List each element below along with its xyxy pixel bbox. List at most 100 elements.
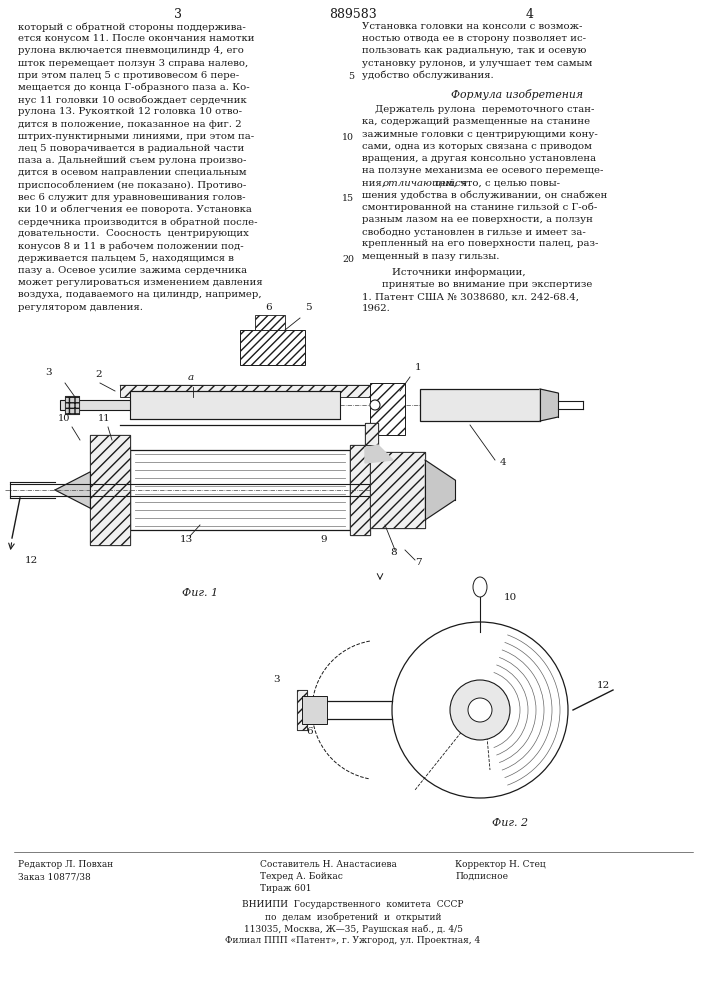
Text: мещается до конца Г-образного паза а. Ко-: мещается до конца Г-образного паза а. Ко… xyxy=(18,83,250,93)
Text: 889583: 889583 xyxy=(329,8,377,21)
Text: ка, содержащий размещенные на станине: ка, содержащий размещенные на станине xyxy=(362,117,590,126)
Text: приспособлением (не показано). Противо-: приспособлением (не показано). Противо- xyxy=(18,181,246,190)
Text: разным лазом на ее поверхности, а ползун: разным лазом на ее поверхности, а ползун xyxy=(362,215,593,224)
Text: 5: 5 xyxy=(348,72,354,81)
Text: ВНИИПИ  Государственного  комитета  СССР: ВНИИПИ Государственного комитета СССР xyxy=(243,900,464,909)
Text: 7: 7 xyxy=(415,558,421,567)
Text: шток перемещает ползун 3 справа налево,: шток перемещает ползун 3 справа налево, xyxy=(18,59,248,68)
Text: отличающийся: отличающийся xyxy=(382,178,467,187)
Circle shape xyxy=(450,680,510,740)
Text: Составитель Н. Анастасиева: Составитель Н. Анастасиева xyxy=(260,860,397,869)
Polygon shape xyxy=(55,472,90,508)
Text: Техред А. Бойкас: Техред А. Бойкас xyxy=(260,872,343,881)
Text: Тираж 601: Тираж 601 xyxy=(260,884,312,893)
Text: Формула изобретения: Формула изобретения xyxy=(451,89,583,100)
Text: 12: 12 xyxy=(597,680,609,690)
Text: 1962.: 1962. xyxy=(362,304,391,313)
Bar xyxy=(130,391,340,419)
Bar xyxy=(120,385,380,397)
Text: ки 10 и облегчения ее поворота. Установка: ки 10 и облегчения ее поворота. Установк… xyxy=(18,205,252,215)
Text: сердечника производится в обратной после-: сердечника производится в обратной после… xyxy=(18,217,257,227)
Text: 10: 10 xyxy=(503,592,517,601)
Polygon shape xyxy=(365,445,393,463)
Text: рулона включается пневмоцилиндр 4, его: рулона включается пневмоцилиндр 4, его xyxy=(18,46,244,55)
Text: 6: 6 xyxy=(265,303,271,312)
Text: 6: 6 xyxy=(307,728,313,736)
Text: который с обратной стороны поддержива-: который с обратной стороны поддержива- xyxy=(18,22,246,31)
Text: Филиал ППП «Патент», г. Ужгород, ул. Проектная, 4: Филиал ППП «Патент», г. Ужгород, ул. Про… xyxy=(226,936,481,945)
Bar xyxy=(60,400,130,410)
Bar xyxy=(370,383,405,435)
Text: Заказ 10877/38: Заказ 10877/38 xyxy=(18,872,90,881)
Text: 1: 1 xyxy=(415,363,421,372)
Bar xyxy=(65,396,79,414)
Text: тем, что, с целью повы-: тем, что, с целью повы- xyxy=(431,178,560,187)
Bar xyxy=(297,690,307,730)
Text: ния,: ния, xyxy=(362,178,388,187)
Text: при этом палец 5 с противовесом 6 пере-: при этом палец 5 с противовесом 6 пере- xyxy=(18,71,239,80)
Text: сами, одна из которых связана с приводом: сами, одна из которых связана с приводом xyxy=(362,142,592,151)
Bar xyxy=(297,690,307,730)
Text: удобство обслуживания.: удобство обслуживания. xyxy=(362,71,493,80)
Text: 11: 11 xyxy=(98,414,110,423)
Text: Источники информации,: Источники информации, xyxy=(392,268,525,277)
Bar xyxy=(370,452,425,528)
Bar xyxy=(420,389,540,421)
Text: конусов 8 и 11 в рабочем положении под-: конусов 8 и 11 в рабочем положении под- xyxy=(18,242,244,251)
Text: держивается пальцем 5, находящимся в: держивается пальцем 5, находящимся в xyxy=(18,254,234,263)
Text: воздуха, подаваемого на цилиндр, например,: воздуха, подаваемого на цилиндр, наприме… xyxy=(18,290,262,299)
Text: регулятором давления.: регулятором давления. xyxy=(18,303,143,312)
Circle shape xyxy=(468,698,492,722)
Text: Установка головки на консоли с возмож-: Установка головки на консоли с возмож- xyxy=(362,22,583,31)
Text: ностью отвода ее в сторону позволяет ис-: ностью отвода ее в сторону позволяет ис- xyxy=(362,34,586,43)
Bar xyxy=(90,435,130,545)
Text: на ползуне механизма ее осевого перемеще-: на ползуне механизма ее осевого перемеще… xyxy=(362,166,603,175)
Text: принятые во внимание при экспертизе: принятые во внимание при экспертизе xyxy=(382,280,592,289)
Text: смонтированной на станине гильзой с Г-об-: смонтированной на станине гильзой с Г-об… xyxy=(362,203,597,212)
Text: ется конусом 11. После окончания намотки: ется конусом 11. После окончания намотки xyxy=(18,34,255,43)
Text: Подписное: Подписное xyxy=(455,872,508,881)
Text: 8: 8 xyxy=(390,548,397,557)
Polygon shape xyxy=(425,460,455,520)
Text: зажимные головки с центрирующими кону-: зажимные головки с центрирующими кону- xyxy=(362,130,597,139)
Text: 4: 4 xyxy=(526,8,534,21)
Text: 3: 3 xyxy=(174,8,182,21)
Text: 113035, Москва, Ж—35, Раушская наб., д. 4/5: 113035, Москва, Ж—35, Раушская наб., д. … xyxy=(243,924,462,934)
Text: Редактор Л. Повхан: Редактор Л. Повхан xyxy=(18,860,113,869)
Bar xyxy=(90,435,130,545)
Text: вес 6 служит для уравновешивания голов-: вес 6 служит для уравновешивания голов- xyxy=(18,193,245,202)
Text: довательности.  Соосность  центрирующих: довательности. Соосность центрирующих xyxy=(18,229,249,238)
Text: 12: 12 xyxy=(25,556,38,565)
Text: 3: 3 xyxy=(45,368,52,377)
Text: Фиг. 2: Фиг. 2 xyxy=(492,818,528,828)
Bar xyxy=(370,452,425,528)
Text: лец 5 поворачивается в радиальной части: лец 5 поворачивается в радиальной части xyxy=(18,144,244,153)
Text: 15: 15 xyxy=(342,194,354,203)
Text: 3: 3 xyxy=(274,676,280,684)
Text: 20: 20 xyxy=(342,255,354,264)
Text: 2: 2 xyxy=(95,370,102,379)
Text: рулона 13. Рукояткой 12 головка 10 отво-: рулона 13. Рукояткой 12 головка 10 отво- xyxy=(18,107,242,116)
Text: пазу а. Осевое усилие зажима сердечника: пазу а. Осевое усилие зажима сердечника xyxy=(18,266,247,275)
Text: а: а xyxy=(188,373,194,382)
Bar xyxy=(255,315,285,330)
Bar xyxy=(365,423,378,445)
Bar xyxy=(365,423,378,445)
Text: штрих-пунктирными линиями, при этом па-: штрих-пунктирными линиями, при этом па- xyxy=(18,132,254,141)
Text: 10: 10 xyxy=(342,133,354,142)
Text: Фиг. 1: Фиг. 1 xyxy=(182,588,218,598)
Text: нус 11 головки 10 освобождает сердечник: нус 11 головки 10 освобождает сердечник xyxy=(18,95,247,105)
Bar xyxy=(302,696,327,724)
Text: мещенный в пазу гильзы.: мещенный в пазу гильзы. xyxy=(362,252,500,261)
Text: 10: 10 xyxy=(58,414,71,423)
Text: 9: 9 xyxy=(320,535,327,544)
Text: может регулироваться изменением давления: может регулироваться изменением давления xyxy=(18,278,262,287)
Text: вращения, а другая консольно установлена: вращения, а другая консольно установлена xyxy=(362,154,596,163)
Ellipse shape xyxy=(473,577,487,597)
Bar xyxy=(350,445,370,535)
Bar xyxy=(350,445,370,535)
Text: 13: 13 xyxy=(180,535,193,544)
Polygon shape xyxy=(540,389,558,421)
Text: 4: 4 xyxy=(500,458,507,467)
Circle shape xyxy=(392,622,568,798)
